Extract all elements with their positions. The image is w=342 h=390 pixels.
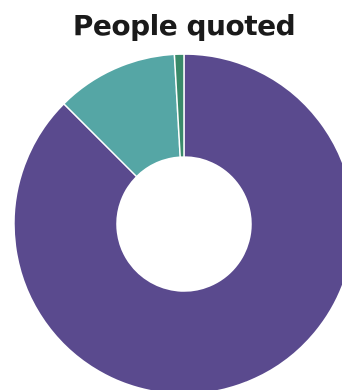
- donut-slice-3: [173, 53, 185, 158]
- slices-group: [13, 53, 342, 390]
- chart-title: People quoted: [72, 9, 296, 42]
- donut-slice-1: [13, 53, 342, 390]
